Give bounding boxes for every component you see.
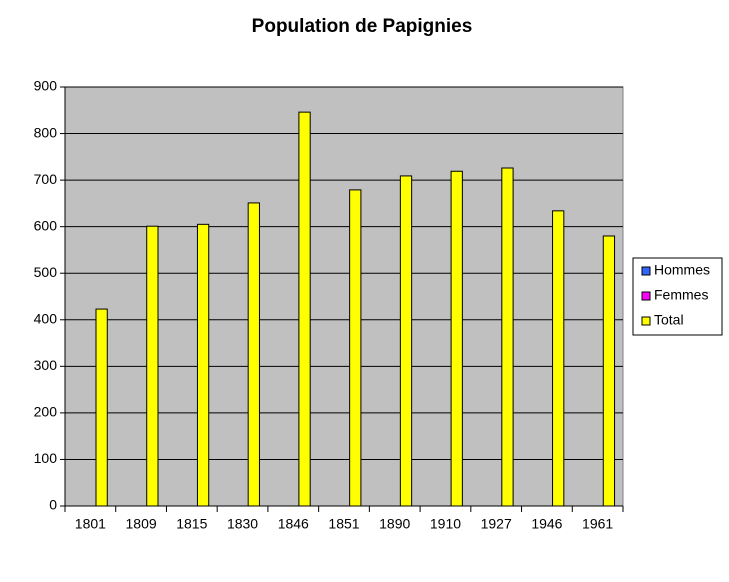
legend-swatch: [641, 316, 651, 326]
y-tick-label: 100: [34, 450, 58, 466]
y-tick-label: 700: [34, 171, 58, 187]
bar: [196, 223, 210, 507]
bar: [95, 308, 108, 507]
legend-swatch: [641, 266, 651, 276]
bar: [247, 202, 260, 507]
x-tick-label: 1851: [328, 516, 359, 532]
x-tick-label: 1961: [582, 516, 613, 532]
bar: [349, 189, 362, 507]
x-tick-label: 1815: [176, 516, 207, 532]
y-tick-label: 300: [34, 357, 58, 373]
bar: [602, 235, 616, 507]
x-tick-label: 1910: [430, 516, 461, 532]
x-tick-label: 1927: [481, 516, 512, 532]
y-tick-label: 600: [34, 217, 58, 233]
chart-title: Population de Papignies: [252, 16, 473, 37]
y-tick-label: 200: [34, 404, 58, 420]
legend-label: Femmes: [654, 287, 708, 303]
y-tick-label: 500: [34, 264, 58, 280]
bar: [501, 167, 514, 507]
y-tick-label: 0: [49, 497, 57, 513]
y-tick-label: 400: [34, 310, 58, 326]
x-tick-label: 1846: [278, 516, 309, 532]
bar: [399, 175, 413, 507]
y-tick-label: 900: [34, 78, 58, 94]
legend-label: Total: [654, 312, 684, 328]
x-tick-label: 1801: [75, 516, 106, 532]
y-tick-label: 800: [34, 124, 58, 140]
bar: [146, 225, 159, 507]
bar: [552, 210, 565, 507]
x-tick-label: 1809: [126, 516, 157, 532]
bar: [298, 111, 311, 507]
legend-label: Hommes: [654, 262, 710, 278]
x-tick-label: 1890: [379, 516, 410, 532]
legend-swatch: [641, 291, 651, 301]
bar: [450, 170, 463, 507]
x-tick-label: 1946: [531, 516, 562, 532]
x-tick-label: 1830: [227, 516, 258, 532]
